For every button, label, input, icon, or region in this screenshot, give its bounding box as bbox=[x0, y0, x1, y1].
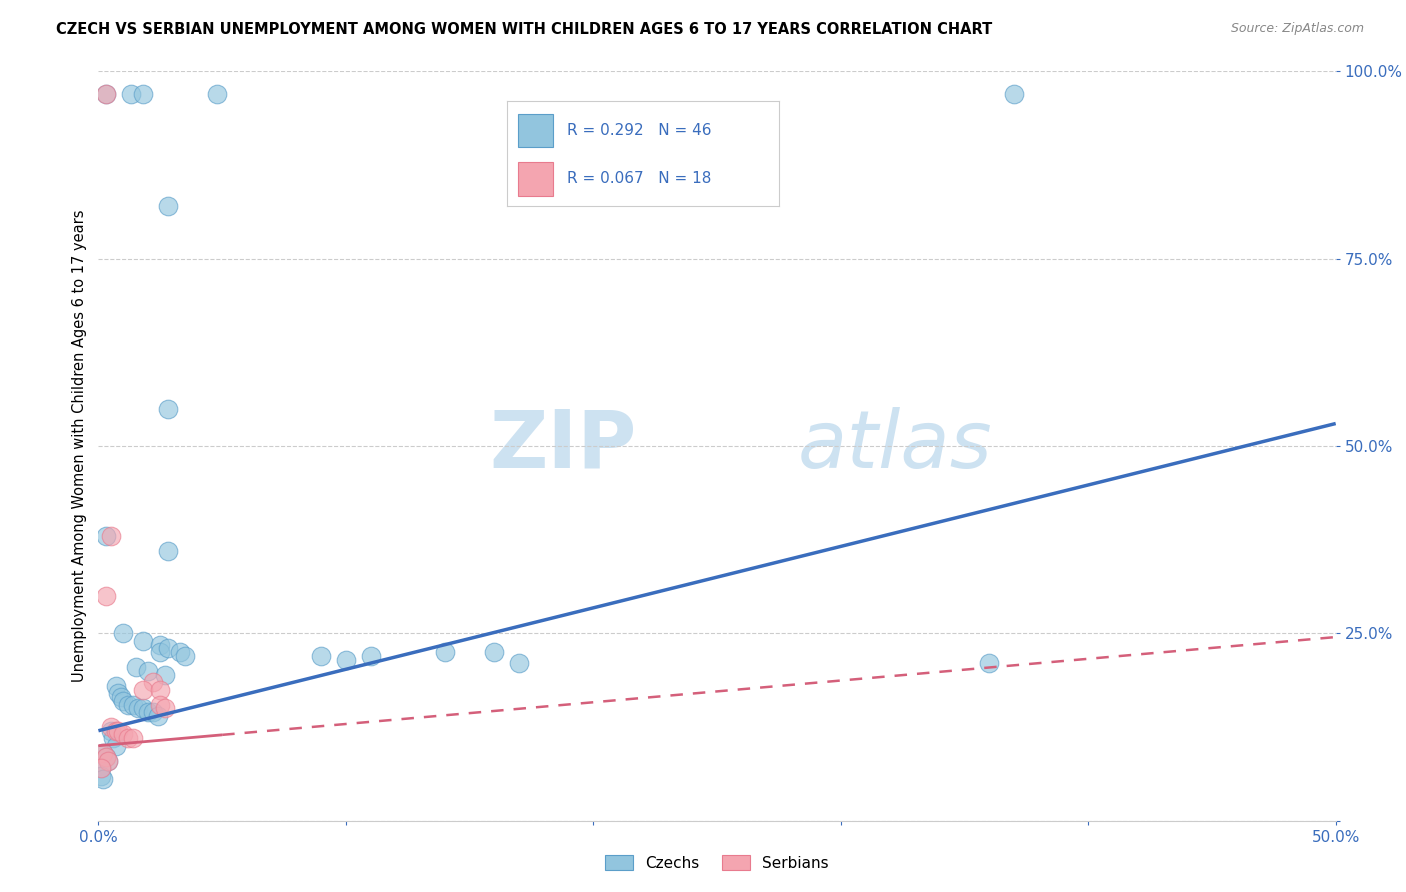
Point bbox=[94, 750, 117, 764]
Point bbox=[979, 657, 1001, 671]
Point bbox=[205, 87, 228, 101]
Point bbox=[104, 679, 127, 693]
Y-axis label: Unemployment Among Women with Children Ages 6 to 17 years: Unemployment Among Women with Children A… bbox=[72, 210, 87, 682]
Point bbox=[484, 645, 506, 659]
Point bbox=[360, 648, 382, 663]
Point bbox=[155, 667, 177, 681]
Point bbox=[103, 731, 125, 746]
Point bbox=[127, 701, 149, 715]
Point bbox=[93, 746, 115, 760]
Text: Source: ZipAtlas.com: Source: ZipAtlas.com bbox=[1230, 22, 1364, 36]
Point bbox=[508, 657, 530, 671]
Point bbox=[433, 645, 456, 659]
Point bbox=[132, 633, 155, 648]
Point bbox=[142, 675, 165, 690]
Point bbox=[132, 87, 155, 101]
Point bbox=[110, 690, 132, 704]
Point bbox=[94, 87, 117, 101]
Text: CZECH VS SERBIAN UNEMPLOYMENT AMONG WOMEN WITH CHILDREN AGES 6 TO 17 YEARS CORRE: CZECH VS SERBIAN UNEMPLOYMENT AMONG WOME… bbox=[56, 22, 993, 37]
Point bbox=[146, 708, 169, 723]
Point bbox=[94, 87, 117, 101]
Point bbox=[149, 645, 172, 659]
Text: ZIP: ZIP bbox=[489, 407, 637, 485]
Point bbox=[124, 660, 146, 674]
Point bbox=[107, 686, 129, 700]
Point bbox=[97, 754, 120, 768]
Point bbox=[94, 750, 117, 764]
Point bbox=[132, 701, 155, 715]
Point bbox=[90, 761, 112, 775]
Point bbox=[149, 682, 172, 697]
Point bbox=[122, 731, 145, 746]
Point bbox=[117, 731, 139, 746]
Point bbox=[90, 769, 112, 783]
Point bbox=[174, 648, 197, 663]
Point bbox=[155, 701, 177, 715]
Point bbox=[104, 723, 127, 738]
Point bbox=[132, 682, 155, 697]
Point bbox=[100, 720, 122, 734]
Point bbox=[100, 723, 122, 738]
Point bbox=[112, 727, 135, 741]
Point bbox=[136, 705, 159, 719]
Point bbox=[94, 589, 117, 603]
Legend: Czechs, Serbians: Czechs, Serbians bbox=[599, 848, 835, 877]
Point bbox=[142, 705, 165, 719]
Point bbox=[93, 772, 115, 787]
Text: atlas: atlas bbox=[797, 407, 993, 485]
Point bbox=[94, 529, 117, 543]
Point bbox=[112, 694, 135, 708]
Point bbox=[100, 529, 122, 543]
Point bbox=[156, 544, 179, 558]
Point bbox=[156, 199, 179, 213]
Point bbox=[156, 641, 179, 656]
Point bbox=[122, 698, 145, 712]
Point bbox=[97, 754, 120, 768]
Point bbox=[169, 645, 191, 659]
Point bbox=[120, 87, 142, 101]
Point bbox=[335, 652, 357, 666]
Point bbox=[112, 626, 135, 640]
Point bbox=[1002, 87, 1025, 101]
Point bbox=[90, 761, 112, 775]
Point bbox=[107, 723, 129, 738]
Point bbox=[93, 746, 115, 760]
Point bbox=[309, 648, 332, 663]
Point bbox=[104, 739, 127, 753]
Point bbox=[156, 401, 179, 416]
Point bbox=[149, 698, 172, 712]
Point bbox=[136, 664, 159, 678]
Point bbox=[117, 698, 139, 712]
Point bbox=[149, 638, 172, 652]
